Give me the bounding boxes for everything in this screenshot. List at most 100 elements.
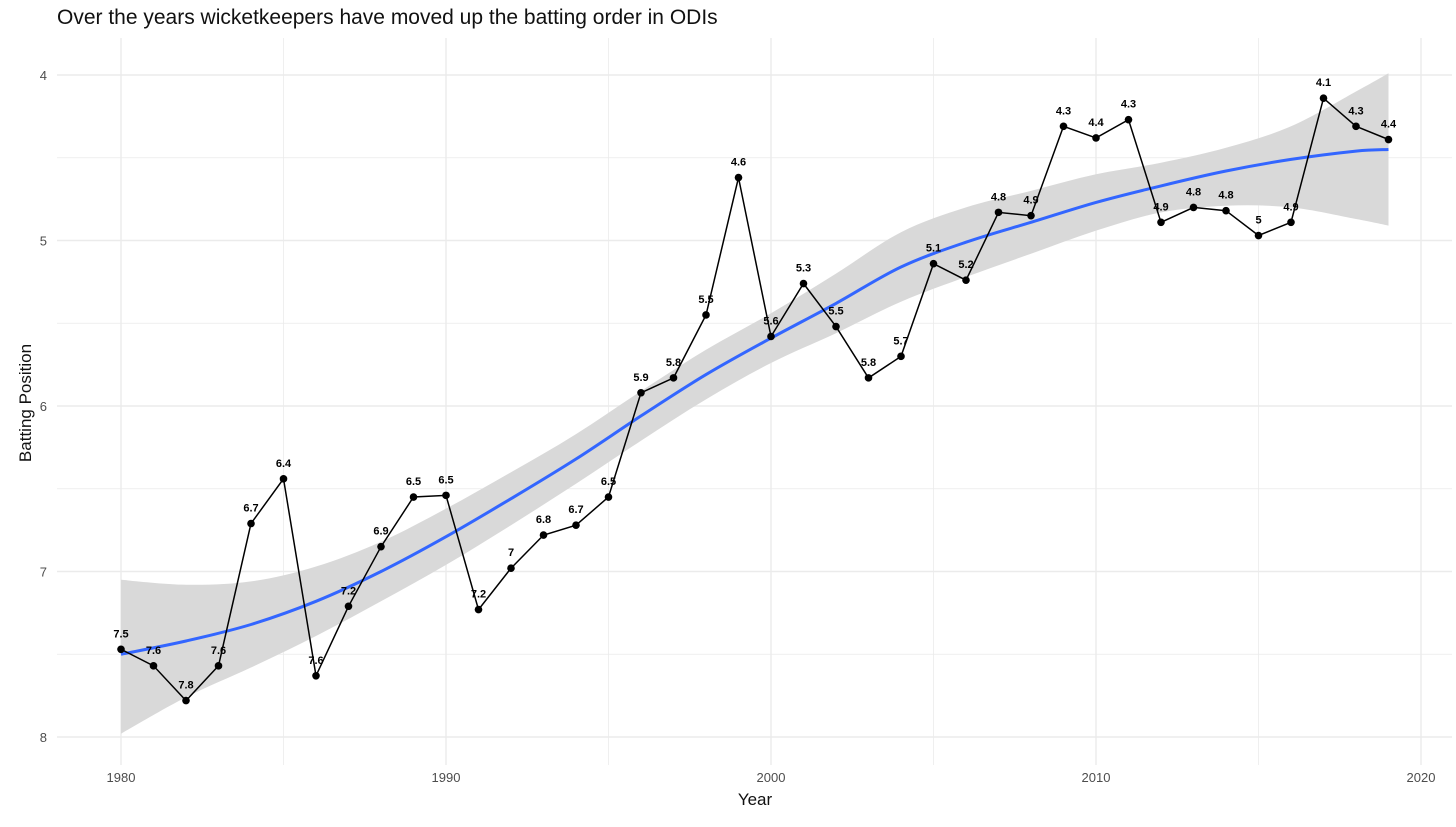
data-point	[1287, 218, 1295, 227]
data-point	[1319, 94, 1328, 102]
data-label: 5	[1255, 215, 1261, 227]
data-point	[1222, 206, 1230, 215]
y-tick-label: 8	[40, 730, 47, 745]
data-label: 6.7	[243, 503, 258, 515]
data-labels: 7.5 7.6 7.8 7.6 6.7 6.4 7.6 7.2 6.9 6.5 6.5 7.2 7 6.8…	[113, 77, 1397, 691]
data-label: 4.3	[1056, 105, 1071, 117]
data-point	[637, 388, 645, 397]
y-tick-label: 7	[40, 565, 47, 580]
series-polyline	[120, 96, 1389, 702]
data-label: 7.6	[211, 645, 226, 657]
data-label: 4.4	[1088, 117, 1104, 129]
data-point	[247, 519, 255, 528]
data-point	[929, 259, 938, 268]
data-label: 5.2	[958, 259, 973, 271]
data-point	[1384, 135, 1393, 144]
data-point	[182, 696, 190, 705]
data-point	[767, 332, 775, 341]
data-label: 5.6	[763, 315, 778, 327]
data-label: 7.6	[308, 655, 323, 667]
data-point	[572, 521, 580, 529]
data-point	[1352, 122, 1360, 131]
data-point	[864, 374, 873, 382]
data-label: 4.1	[1316, 77, 1331, 89]
data-point	[344, 602, 353, 611]
data-label: 7.6	[146, 645, 161, 657]
data-point	[702, 311, 710, 319]
data-point	[442, 491, 450, 500]
data-label: 4.8	[991, 191, 1006, 203]
data-point	[279, 475, 288, 483]
data-points	[117, 94, 1393, 705]
data-label: 6.8	[536, 514, 551, 526]
x-tick-label: 2020	[1407, 770, 1436, 785]
data-point	[214, 662, 223, 670]
y-tick-label: 6	[40, 399, 47, 414]
grid-major	[57, 38, 1452, 765]
data-point	[377, 542, 385, 551]
data-label: 6.5	[406, 476, 421, 488]
data-point	[539, 531, 548, 539]
chart-title: Over the years wicketkeepers have moved …	[57, 6, 718, 29]
data-point	[669, 374, 678, 382]
data-label: 4.9	[1283, 201, 1298, 213]
data-label: 7.5	[113, 628, 128, 640]
data-label: 5.5	[828, 306, 843, 318]
data-point	[312, 671, 320, 680]
data-label: 5.3	[796, 263, 811, 275]
data-label: 5.9	[633, 372, 648, 384]
confidence-band-area	[121, 73, 1389, 734]
data-label: 5.1	[926, 243, 941, 255]
data-label: 6.7	[568, 504, 583, 516]
data-point	[474, 605, 483, 614]
data-label: 7.8	[178, 680, 193, 692]
data-label: 4.6	[731, 157, 746, 169]
data-label: 4.4	[1381, 119, 1397, 131]
data-point	[897, 352, 905, 361]
data-point	[149, 662, 158, 670]
data-label: 4.3	[1121, 99, 1136, 111]
x-axis-ticks: 1980 1990 2000 2010 2020	[107, 770, 1436, 785]
data-label: 6.5	[438, 474, 453, 486]
data-point	[994, 208, 1003, 217]
data-label: 4.8	[1186, 186, 1201, 198]
data-label: 4.9	[1153, 201, 1168, 213]
x-axis-title: Year	[738, 790, 773, 809]
data-label: 7.2	[471, 589, 486, 601]
data-point	[832, 322, 840, 331]
y-tick-label: 4	[40, 68, 47, 83]
data-label: 5.5	[698, 294, 713, 306]
data-label: 4.8	[1218, 190, 1233, 202]
data-point	[1092, 134, 1100, 142]
data-point	[1157, 218, 1165, 227]
y-axis-ticks: 4 5 6 7 8	[40, 68, 47, 745]
data-point	[799, 279, 808, 288]
data-point	[1189, 203, 1198, 212]
data-point	[734, 173, 743, 182]
x-tick-label: 1980	[107, 770, 136, 785]
data-point	[1059, 122, 1068, 131]
data-point	[962, 276, 970, 285]
data-point	[604, 493, 613, 501]
data-label: 6.9	[373, 526, 388, 538]
data-label: 7.2	[341, 585, 356, 597]
data-label: 7	[508, 547, 514, 559]
x-tick-label: 2010	[1082, 770, 1111, 785]
data-point	[1027, 211, 1035, 220]
data-point	[1254, 231, 1263, 240]
x-tick-label: 1990	[432, 770, 461, 785]
data-label: 5.8	[861, 357, 876, 369]
data-label: 6.5	[601, 476, 616, 488]
data-label: 4.3	[1348, 105, 1363, 117]
data-point	[409, 493, 418, 501]
data-label: 6.4	[276, 458, 292, 470]
data-label: 4.9	[1023, 195, 1038, 207]
data-label: 5.7	[893, 335, 908, 347]
data-label: 5.8	[666, 357, 681, 369]
x-tick-label: 2000	[757, 770, 786, 785]
series-line	[120, 96, 1389, 702]
confidence-band	[121, 73, 1389, 734]
y-axis-title: Batting Position	[16, 344, 35, 462]
y-tick-label: 5	[40, 234, 47, 249]
